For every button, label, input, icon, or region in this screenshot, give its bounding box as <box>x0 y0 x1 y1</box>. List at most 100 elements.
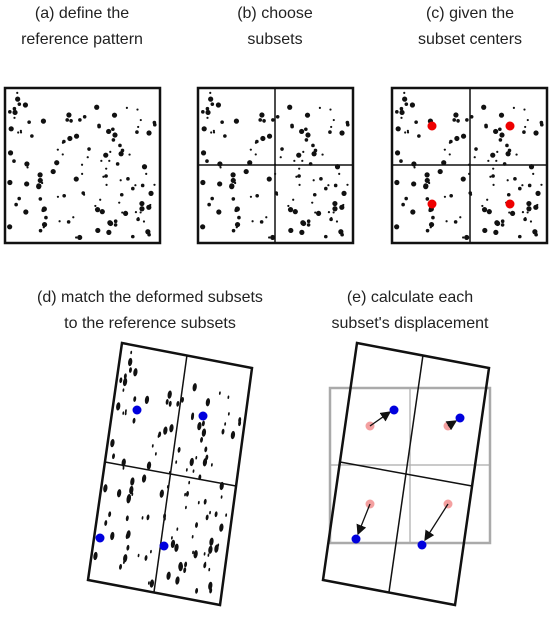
speckle <box>298 168 300 170</box>
speckle <box>251 220 253 222</box>
speckle <box>449 142 451 144</box>
speckle <box>87 147 91 151</box>
speckle <box>23 102 28 107</box>
speckle <box>407 130 409 132</box>
speckle <box>74 176 79 181</box>
speckle <box>491 174 495 178</box>
speckle <box>474 156 476 158</box>
speckle <box>267 176 272 181</box>
speckle <box>501 223 505 227</box>
speckle <box>518 235 522 239</box>
speckle <box>36 183 41 188</box>
speckle <box>528 184 532 188</box>
speckle <box>62 194 66 198</box>
speckle <box>153 121 157 125</box>
speckle <box>404 131 406 133</box>
speckle <box>540 121 544 125</box>
speckle <box>410 102 415 107</box>
speckle <box>74 134 79 139</box>
speckle <box>70 120 72 122</box>
speckle <box>490 153 495 158</box>
panel-label: (a) define the <box>35 5 129 22</box>
speckle <box>329 218 333 222</box>
speckle <box>15 97 20 102</box>
speckle <box>9 126 14 131</box>
speckle <box>112 132 117 137</box>
speckle <box>411 181 416 186</box>
speckle <box>250 196 252 198</box>
speckle <box>216 102 221 107</box>
speckle <box>135 211 137 213</box>
speckle <box>522 211 524 213</box>
speckle <box>17 197 21 201</box>
speckle <box>402 97 407 102</box>
speckle <box>487 160 489 162</box>
speckle <box>492 184 494 186</box>
speckle <box>280 156 282 158</box>
speckle <box>453 112 458 117</box>
speckle <box>313 193 317 197</box>
speckle <box>532 173 534 175</box>
speckle <box>515 153 517 155</box>
speckle <box>114 223 118 227</box>
speckle <box>459 216 461 218</box>
speckle <box>153 184 155 186</box>
speckle <box>332 206 337 211</box>
speckle <box>395 150 400 155</box>
speckle <box>417 134 421 138</box>
speckle <box>39 197 43 201</box>
speckle <box>518 187 522 191</box>
speckle <box>305 138 309 142</box>
speckle <box>81 164 83 166</box>
speckle <box>338 173 340 175</box>
speckle <box>532 229 537 234</box>
speckle <box>399 110 404 115</box>
speckle <box>112 113 117 118</box>
speckle <box>522 130 526 134</box>
speckle <box>394 180 399 185</box>
speckle <box>143 220 145 222</box>
speckle <box>95 228 100 233</box>
speckle <box>137 126 139 128</box>
speckle <box>217 161 222 166</box>
panel-label: (e) calculate each <box>347 289 473 306</box>
speckle <box>211 102 215 106</box>
speckle <box>299 230 304 235</box>
speckle <box>65 118 69 122</box>
speckle <box>139 206 144 211</box>
speckle <box>244 169 249 174</box>
speckle <box>333 211 335 213</box>
speckle <box>106 230 111 235</box>
speckle <box>7 224 12 229</box>
speckle <box>128 153 130 155</box>
speckle <box>304 127 308 131</box>
speckle <box>210 131 212 133</box>
speckle <box>444 149 446 151</box>
diagram: (a) define the reference pattern (b) cho… <box>0 0 549 619</box>
speckle <box>17 131 19 133</box>
speckle <box>280 147 284 151</box>
speckle <box>505 144 509 148</box>
speckle <box>146 130 151 135</box>
speckle <box>12 159 16 163</box>
speckle <box>16 92 18 94</box>
speckle <box>105 184 107 186</box>
speckle <box>201 110 205 114</box>
speckle <box>523 218 527 222</box>
speckle <box>295 176 297 178</box>
speckle <box>287 205 289 207</box>
speckle <box>141 184 145 188</box>
speckle <box>263 120 265 122</box>
speckle <box>445 220 447 222</box>
speckle <box>57 196 59 198</box>
speckle <box>126 177 130 181</box>
speckle <box>51 169 56 174</box>
speckle <box>216 209 221 214</box>
speckle <box>324 235 328 239</box>
speckle <box>142 164 147 169</box>
speckle <box>314 149 318 153</box>
speckle <box>319 107 321 109</box>
speckle <box>449 153 451 155</box>
speckle <box>482 207 487 212</box>
speckle <box>527 211 529 213</box>
